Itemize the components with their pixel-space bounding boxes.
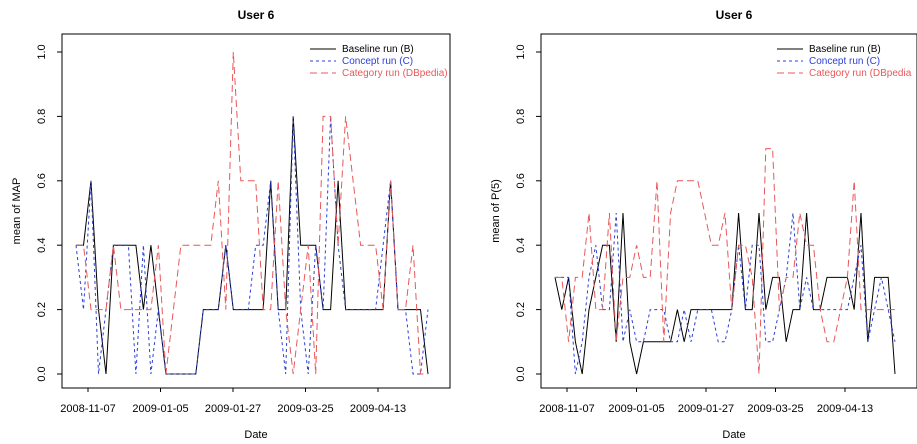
y-tick-label: 0.0 <box>36 366 48 381</box>
y-tick-label: 0.6 <box>36 173 48 188</box>
x-tick-label: 2009-01-05 <box>608 403 664 415</box>
legend-label: Baseline run (B) <box>809 44 881 55</box>
x-tick-label: 2009-01-27 <box>205 403 261 415</box>
y-axis-title: mean of MAP <box>11 178 23 245</box>
plot-frame <box>61 33 451 389</box>
x-axis-title: Date <box>244 429 267 441</box>
y-tick-label: 0.4 <box>515 238 527 253</box>
x-tick-label: 2008-11-07 <box>60 403 115 415</box>
x-tick-label: 2009-03-25 <box>747 403 803 415</box>
x-tick-label: 2009-01-05 <box>132 403 188 415</box>
series-line-concept <box>555 212 896 375</box>
y-tick-label: 0.2 <box>36 302 48 317</box>
y-tick-label: 0.8 <box>515 109 527 124</box>
y-tick-label: 0.0 <box>515 366 527 381</box>
series-group <box>75 51 429 375</box>
legend-label: Concept run (C) <box>809 56 880 67</box>
legend-label: Category run (DBpedia) <box>342 68 448 79</box>
chart-title: User 6 <box>238 8 275 22</box>
x-tick-label: 2009-04-13 <box>350 403 406 415</box>
x-tick-label: 2009-01-27 <box>678 403 734 415</box>
legend-label: Category run (DBpedia <box>809 68 912 79</box>
y-tick-label: 1.0 <box>36 44 48 59</box>
legend-label: Baseline run (B) <box>342 44 414 55</box>
series-line-category <box>555 148 895 375</box>
x-tick-label: 2008-11-07 <box>539 403 594 415</box>
series-line-baseline <box>76 116 429 375</box>
y-tick-label: 0.8 <box>36 109 48 124</box>
y-axis-title: mean of P(5) <box>490 179 502 243</box>
y-tick-label: 0.4 <box>36 238 48 253</box>
x-tick-label: 2009-03-25 <box>277 403 333 415</box>
chart-map: User 6 0.0 0.2 0.4 0.6 0.8 1.0 mean of MAP 2008-… <box>11 8 451 441</box>
y-tick-label: 1.0 <box>515 44 527 59</box>
plot-frame <box>540 33 917 389</box>
series-line-concept <box>75 116 429 375</box>
x-axis-title: Date <box>722 429 745 441</box>
chart-title: User 6 <box>716 8 753 22</box>
series-group <box>554 148 896 375</box>
x-tick-label: 2009-04-13 <box>817 403 873 415</box>
y-tick-label: 0.6 <box>515 173 527 188</box>
y-tick-label: 0.2 <box>515 302 527 317</box>
series-line-category <box>76 51 428 375</box>
legend-label: Concept run (C) <box>342 56 413 67</box>
chart-p5: User 6 0.0 0.2 0.4 0.6 0.8 1.0 mean of P(5) 2008… <box>490 8 917 441</box>
